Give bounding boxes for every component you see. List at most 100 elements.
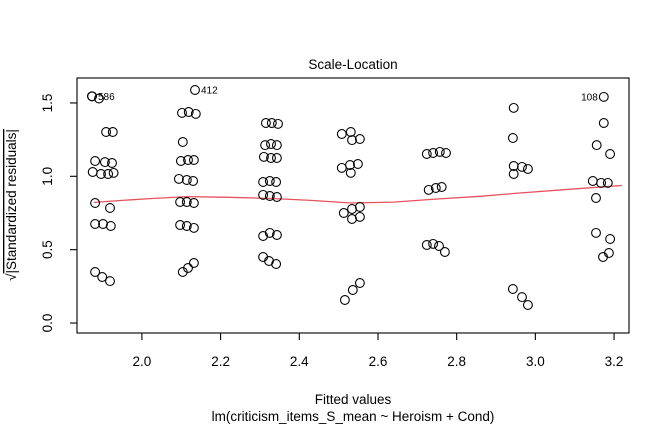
- data-point: [258, 189, 269, 200]
- y-tick-label: 0.5: [40, 240, 55, 259]
- data-point: [271, 259, 282, 269]
- data-point: [173, 173, 184, 184]
- data-point: [428, 148, 439, 158]
- data-point: [258, 151, 269, 162]
- data-point: [434, 146, 445, 157]
- data-point: [175, 220, 186, 230]
- data-point: [522, 300, 533, 310]
- data-point: [183, 263, 193, 273]
- data-point: [436, 182, 447, 192]
- plot-border: [76, 77, 630, 334]
- data-point: [188, 155, 199, 165]
- data-point: [264, 256, 274, 266]
- data-point: [108, 167, 119, 178]
- data-point: [338, 208, 349, 218]
- data-point: [258, 231, 269, 241]
- data-point: [90, 219, 101, 229]
- y-tick-label: 0.0: [40, 314, 55, 333]
- data-point: [90, 156, 101, 166]
- y-axis-label-text: |Standardized residuals|: [4, 129, 19, 273]
- data-point: [271, 230, 282, 240]
- data-point: [105, 203, 115, 213]
- data-point: [188, 176, 199, 186]
- data-point: [347, 135, 357, 146]
- data-point: [596, 177, 607, 188]
- data-point: [271, 177, 282, 187]
- point-label-412: 412: [201, 86, 218, 97]
- data-point: [517, 161, 527, 172]
- data-point: [421, 240, 432, 250]
- data-point: [354, 211, 365, 222]
- data-point: [188, 222, 199, 233]
- data-point: [177, 137, 188, 147]
- model-formula-label: lm(criticism_items_S_mean ~ Heroism + Co…: [212, 409, 495, 424]
- data-point: [605, 149, 616, 159]
- data-point: [103, 169, 114, 179]
- x-tick-label: 2.4: [290, 354, 309, 369]
- data-point: [258, 177, 269, 187]
- data-point: [271, 192, 282, 202]
- point-label-586: 586: [98, 92, 115, 103]
- data-point: [273, 118, 283, 129]
- data-point: [105, 276, 115, 287]
- data-point: [508, 169, 519, 179]
- x-tick-label: 2.8: [447, 354, 466, 369]
- data-point: [507, 284, 518, 294]
- data-point: [264, 227, 275, 238]
- data-point-108: [598, 91, 609, 102]
- smoother-line: [93, 184, 622, 204]
- point-label-108: 108: [581, 92, 598, 103]
- data-point: [175, 197, 186, 207]
- data-point: [177, 107, 187, 118]
- data-point: [439, 247, 450, 257]
- data-point: [264, 191, 275, 201]
- data-point: [183, 155, 193, 165]
- data-point: [271, 153, 282, 163]
- data-point: [507, 133, 518, 143]
- data-point: [430, 183, 441, 193]
- data-point: [271, 140, 282, 151]
- chart-title: Scale-Location: [308, 57, 397, 72]
- data-point: [591, 227, 601, 238]
- data-point: [264, 176, 275, 186]
- data-point: [260, 140, 271, 151]
- sqrt-symbol: √: [4, 273, 19, 281]
- data-point: [602, 177, 613, 188]
- data-point: [99, 157, 110, 168]
- data-point: [183, 107, 194, 117]
- data-point: [260, 118, 271, 128]
- data-point: [591, 140, 602, 151]
- data-point: [421, 149, 432, 159]
- data-point: [98, 219, 108, 229]
- data-point: [354, 202, 365, 212]
- data-point: [347, 285, 358, 295]
- x-tick-label: 3.0: [526, 354, 545, 369]
- data-point: [90, 198, 101, 208]
- x-tick-label: 2.2: [211, 354, 230, 369]
- data-point: [508, 102, 519, 113]
- data-point: [107, 158, 117, 168]
- x-axis-label: Fitted values: [315, 392, 392, 407]
- data-point: [181, 197, 192, 207]
- data-point: [87, 167, 98, 177]
- data-point: [441, 148, 451, 158]
- data-point-586: [87, 91, 97, 102]
- data-point: [101, 127, 112, 137]
- data-point: [598, 118, 609, 128]
- y-axis-label: √|Standardized residuals|: [4, 129, 19, 281]
- data-point: [94, 93, 104, 104]
- data-point: [598, 252, 608, 262]
- x-tick-label: 3.2: [605, 354, 624, 369]
- data-point: [605, 234, 616, 244]
- data-point: [423, 184, 434, 195]
- data-point: [336, 162, 347, 173]
- data-point: [181, 221, 192, 231]
- data-point: [190, 108, 201, 119]
- data-point: [345, 160, 355, 170]
- x-tick-label: 2.6: [369, 354, 388, 369]
- data-point: [591, 193, 601, 203]
- data-point: [105, 221, 116, 231]
- data-point: [352, 159, 363, 169]
